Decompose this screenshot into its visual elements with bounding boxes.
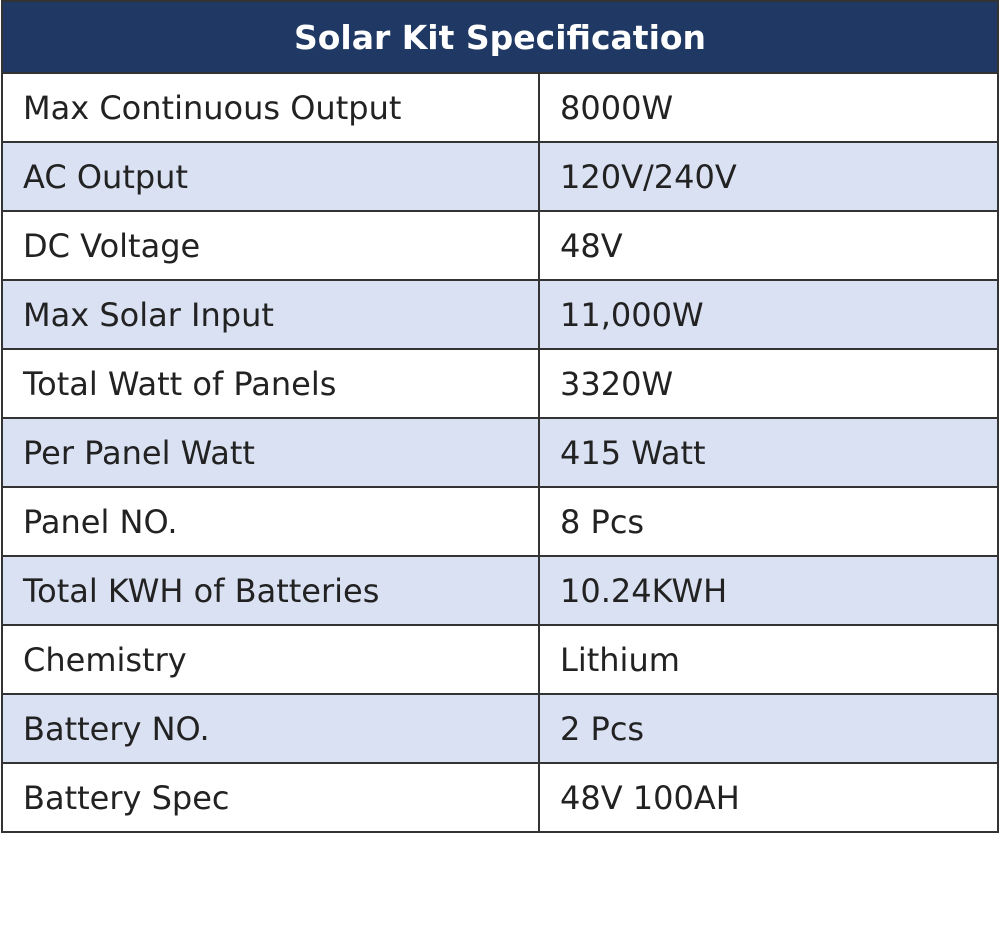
spec-label: Per Panel Watt bbox=[1, 417, 540, 488]
spec-value: 11,000W bbox=[538, 279, 999, 350]
table-row: Total Watt of Panels 3320W bbox=[1, 348, 999, 419]
spec-value: 415 Watt bbox=[538, 417, 999, 488]
table-row: DC Voltage 48V bbox=[1, 210, 999, 281]
spec-label: Battery Spec bbox=[1, 762, 540, 833]
table-row: Panel NO. 8 Pcs bbox=[1, 486, 999, 557]
spec-value: 8 Pcs bbox=[538, 486, 999, 557]
table-row: Max Solar Input 11,000W bbox=[1, 279, 999, 350]
spec-value: 2 Pcs bbox=[538, 693, 999, 764]
table-row: Battery NO. 2 Pcs bbox=[1, 693, 999, 764]
spec-table: Solar Kit Specification Max Continuous O… bbox=[1, 0, 999, 833]
table-row: Total KWH of Batteries 10.24KWH bbox=[1, 555, 999, 626]
spec-value: Lithium bbox=[538, 624, 999, 695]
spec-label: Chemistry bbox=[1, 624, 540, 695]
table-row: AC Output 120V/240V bbox=[1, 141, 999, 212]
spec-label: Max Continuous Output bbox=[1, 72, 540, 143]
spec-label: Panel NO. bbox=[1, 486, 540, 557]
table-row: Max Continuous Output 8000W bbox=[1, 72, 999, 143]
spec-label: Max Solar Input bbox=[1, 279, 540, 350]
spec-value: 120V/240V bbox=[538, 141, 999, 212]
spec-label: Battery NO. bbox=[1, 693, 540, 764]
spec-value: 48V bbox=[538, 210, 999, 281]
spec-value: 3320W bbox=[538, 348, 999, 419]
table-body: Max Continuous Output 8000W AC Output 120V/… bbox=[1, 72, 999, 833]
spec-label: AC Output bbox=[1, 141, 540, 212]
table-row: Chemistry Lithium bbox=[1, 624, 999, 695]
table-title: Solar Kit Specification bbox=[1, 0, 999, 72]
spec-label: Total KWH of Batteries bbox=[1, 555, 540, 626]
table-row: Per Panel Watt 415 Watt bbox=[1, 417, 999, 488]
spec-value: 8000W bbox=[538, 72, 999, 143]
spec-label: Total Watt of Panels bbox=[1, 348, 540, 419]
spec-value: 10.24KWH bbox=[538, 555, 999, 626]
spec-value: 48V 100AH bbox=[538, 762, 999, 833]
table-row: Battery Spec 48V 100AH bbox=[1, 762, 999, 833]
spec-label: DC Voltage bbox=[1, 210, 540, 281]
